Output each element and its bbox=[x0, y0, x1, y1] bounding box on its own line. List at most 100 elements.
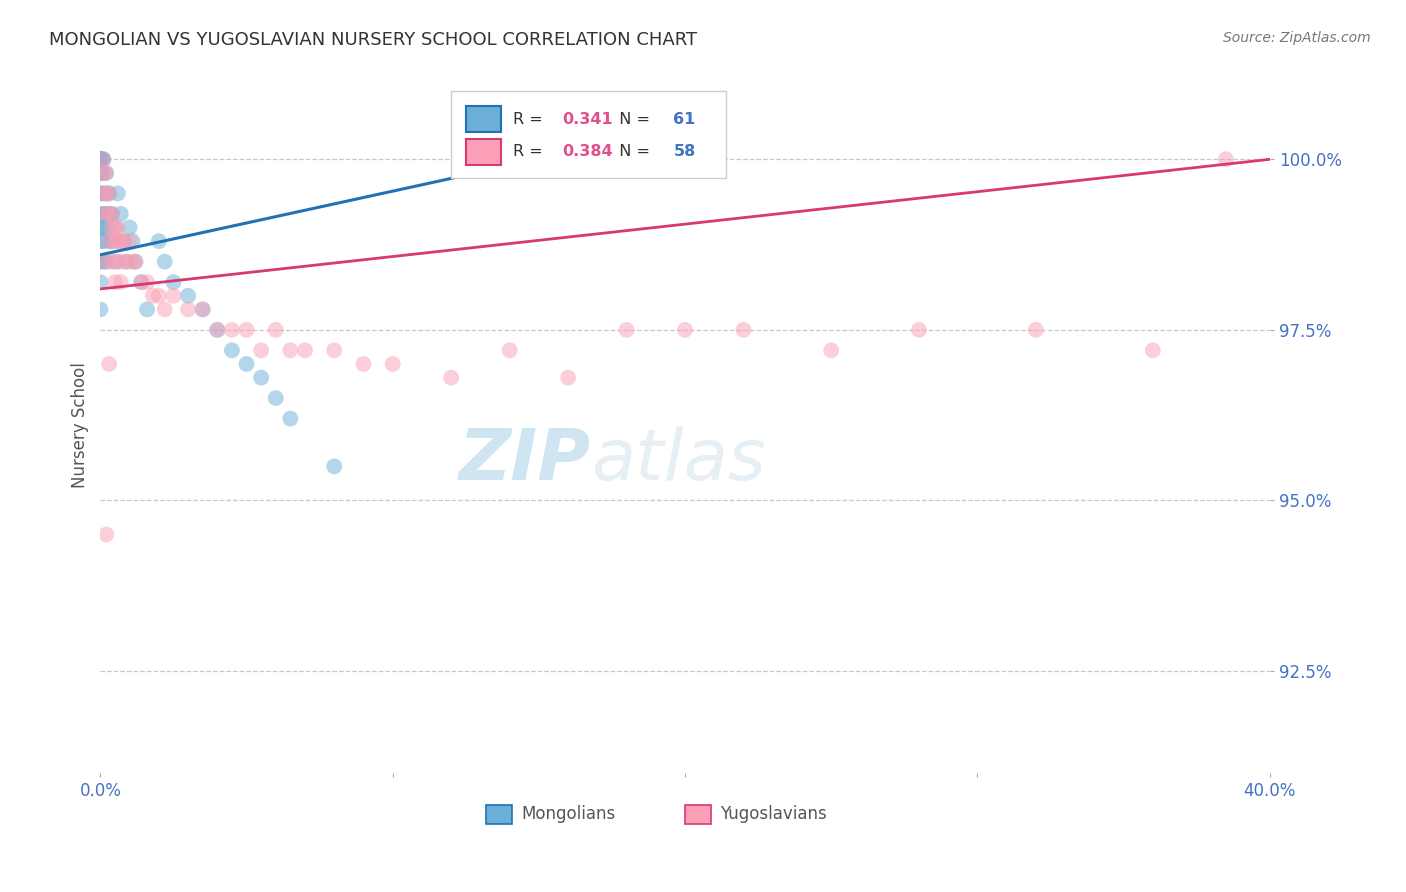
Point bbox=[294, 343, 316, 358]
Point bbox=[498, 343, 520, 358]
Point bbox=[89, 186, 111, 201]
Point bbox=[104, 254, 127, 268]
Point bbox=[101, 220, 124, 235]
Point bbox=[91, 153, 114, 167]
Point bbox=[110, 254, 132, 268]
Point bbox=[142, 289, 165, 303]
Point bbox=[89, 275, 111, 289]
Point bbox=[177, 302, 200, 317]
Point bbox=[98, 207, 121, 221]
Point bbox=[96, 166, 118, 180]
Point bbox=[91, 153, 114, 167]
Point bbox=[820, 343, 842, 358]
Point bbox=[89, 153, 111, 167]
Point bbox=[89, 153, 111, 167]
Point bbox=[89, 153, 111, 167]
Point bbox=[101, 234, 124, 248]
Point bbox=[98, 207, 121, 221]
Point bbox=[124, 254, 146, 268]
Point bbox=[101, 207, 124, 221]
Text: MONGOLIAN VS YUGOSLAVIAN NURSERY SCHOOL CORRELATION CHART: MONGOLIAN VS YUGOSLAVIAN NURSERY SCHOOL … bbox=[49, 31, 697, 49]
Point bbox=[136, 302, 159, 317]
Point bbox=[107, 220, 129, 235]
Point bbox=[191, 302, 214, 317]
Point bbox=[91, 153, 114, 167]
Point bbox=[110, 207, 132, 221]
Point bbox=[96, 207, 118, 221]
Point bbox=[96, 207, 118, 221]
Point bbox=[91, 220, 114, 235]
Point bbox=[129, 275, 152, 289]
Point bbox=[89, 153, 111, 167]
Point bbox=[91, 166, 114, 180]
Point bbox=[207, 323, 229, 337]
Point bbox=[250, 370, 273, 384]
Point bbox=[673, 323, 696, 337]
Point bbox=[91, 207, 114, 221]
Point bbox=[91, 254, 114, 268]
Y-axis label: Nursery School: Nursery School bbox=[72, 362, 89, 488]
Point bbox=[153, 302, 176, 317]
Point bbox=[112, 234, 135, 248]
Point bbox=[98, 357, 121, 371]
Point bbox=[118, 234, 141, 248]
Point bbox=[440, 370, 463, 384]
FancyBboxPatch shape bbox=[486, 805, 512, 824]
Point bbox=[136, 275, 159, 289]
Text: 61: 61 bbox=[673, 112, 696, 127]
Text: Source: ZipAtlas.com: Source: ZipAtlas.com bbox=[1223, 31, 1371, 45]
Point bbox=[353, 357, 375, 371]
Point bbox=[101, 254, 124, 268]
Point bbox=[96, 220, 118, 235]
Text: Mongolians: Mongolians bbox=[522, 805, 616, 822]
Text: atlas: atlas bbox=[592, 425, 766, 495]
FancyBboxPatch shape bbox=[467, 138, 502, 165]
Point bbox=[177, 289, 200, 303]
Point bbox=[250, 343, 273, 358]
Point bbox=[91, 186, 114, 201]
Point bbox=[91, 234, 114, 248]
Point bbox=[115, 254, 138, 268]
Point bbox=[104, 220, 127, 235]
Point bbox=[118, 220, 141, 235]
Point bbox=[121, 234, 143, 248]
Point bbox=[104, 220, 127, 235]
Point bbox=[96, 527, 118, 541]
Point bbox=[148, 234, 170, 248]
Point bbox=[89, 220, 111, 235]
Point bbox=[104, 234, 127, 248]
Point bbox=[124, 254, 146, 268]
Text: N =: N = bbox=[609, 145, 661, 160]
Point bbox=[280, 343, 302, 358]
Point bbox=[89, 153, 111, 167]
Point bbox=[207, 323, 229, 337]
Point bbox=[98, 234, 121, 248]
Point bbox=[107, 234, 129, 248]
Point bbox=[104, 275, 127, 289]
Point bbox=[235, 323, 257, 337]
Text: N =: N = bbox=[609, 112, 661, 127]
Point bbox=[110, 275, 132, 289]
Text: R =: R = bbox=[513, 112, 553, 127]
Point bbox=[89, 166, 111, 180]
Point bbox=[89, 254, 111, 268]
Point bbox=[115, 254, 138, 268]
Point bbox=[733, 323, 755, 337]
Point bbox=[89, 166, 111, 180]
Point bbox=[153, 254, 176, 268]
FancyBboxPatch shape bbox=[451, 91, 725, 178]
Point bbox=[89, 207, 111, 221]
Point bbox=[98, 186, 121, 201]
Text: R =: R = bbox=[513, 145, 553, 160]
Point bbox=[89, 153, 111, 167]
Point bbox=[96, 186, 118, 201]
Text: ZIP: ZIP bbox=[460, 425, 592, 495]
Point bbox=[221, 343, 243, 358]
Point bbox=[98, 234, 121, 248]
FancyBboxPatch shape bbox=[685, 805, 711, 824]
Point bbox=[1025, 323, 1047, 337]
Point bbox=[221, 323, 243, 337]
Point bbox=[101, 207, 124, 221]
Text: 0.341: 0.341 bbox=[562, 112, 613, 127]
Text: 58: 58 bbox=[673, 145, 696, 160]
